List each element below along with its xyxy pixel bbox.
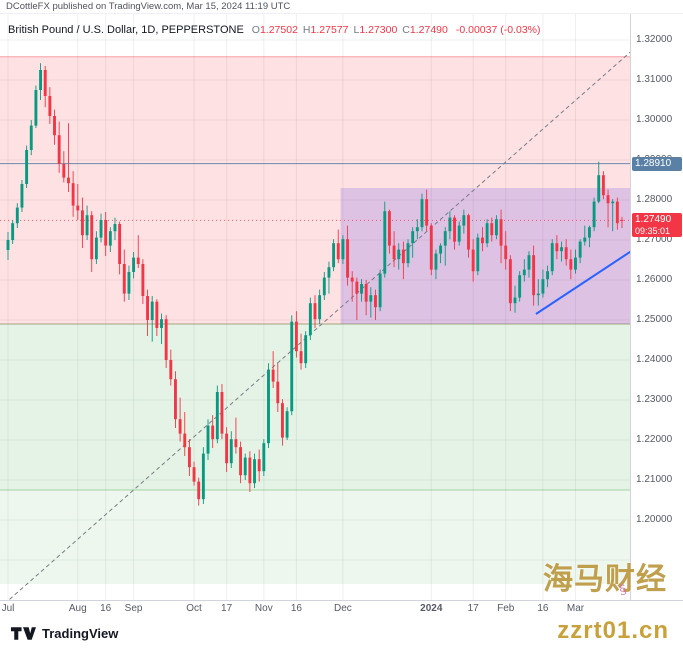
price-tick: 1.28000 (636, 194, 673, 205)
time-label: Jul (1, 603, 15, 614)
chart-area[interactable]: British Pound / U.S. Dollar, 1D, PEPPERS… (0, 14, 683, 615)
time-label: Feb (497, 603, 515, 614)
candles (6, 63, 624, 506)
time-label: Mar (566, 603, 585, 614)
low-label: L (353, 24, 360, 36)
time-label: Nov (254, 603, 273, 614)
price-axis[interactable]: 1.320001.310001.300001.290001.280001.270… (630, 14, 683, 600)
price-tick: 1.24000 (636, 354, 673, 365)
ohlc-values: O1.27502 H1.27577 L1.27300 C1.27490 (252, 24, 448, 36)
demand-zone (0, 324, 630, 490)
time-label: 16 (537, 603, 549, 614)
symbol-title[interactable]: British Pound / U.S. Dollar, 1D, PEPPERS… (8, 24, 244, 36)
chart-canvas[interactable] (0, 14, 630, 600)
price-tick: 1.20000 (636, 514, 673, 525)
publish-bar: DCottleFX published on TradingView.com, … (0, 0, 683, 14)
time-label: 16 (100, 603, 112, 614)
high-value: 1.27577 (310, 24, 349, 36)
price-tick: 1.21000 (636, 474, 673, 485)
last-price-axis-label: 1.27490 09:35:01 (632, 213, 682, 238)
price-tick: 1.25000 (636, 314, 673, 325)
watermark-brand: 海马财经 (543, 562, 667, 597)
tradingview-logo-text: TradingView (42, 625, 119, 641)
price-tick: 1.32000 (636, 34, 673, 45)
time-label: Dec (334, 603, 352, 614)
time-label: Sep (124, 603, 143, 614)
open-value: 1.27502 (259, 24, 298, 36)
symbol-header: British Pound / U.S. Dollar, 1D, PEPPERS… (8, 24, 541, 36)
open-label: O (251, 24, 260, 36)
price-tick: 1.23000 (636, 394, 673, 405)
high-label: H (302, 24, 311, 36)
footer: TradingView zzrt01.cn (0, 615, 683, 651)
price-tick: 1.22000 (636, 434, 673, 445)
uptrend-dashed (8, 51, 630, 600)
time-label: 2024 (420, 603, 443, 614)
price-change: -0.00037 (-0.03%) (455, 24, 541, 36)
close-value: 1.27490 (409, 24, 448, 36)
watermark-site: zzrt01.cn (557, 617, 669, 644)
time-axis[interactable]: Jul Aug 16 Sep Oct 17 Nov 16 Dec 2024 17 Feb 16 Mar (0, 600, 683, 615)
tradingview-logo-icon (10, 626, 36, 640)
price-tick: 1.31000 (636, 74, 673, 85)
time-label: 17 (221, 603, 233, 614)
supply-zone (0, 56, 630, 325)
minor-uptrend-blue (535, 250, 630, 315)
price-tick: 1.30000 (636, 114, 673, 125)
alert-level-axis-label: 1.28910 (632, 156, 682, 171)
close-label: C (402, 24, 410, 36)
time-label: 17 (467, 603, 479, 614)
time-label: Oct (186, 603, 202, 614)
time-label: 16 (290, 603, 302, 614)
price-tick: 1.27000 (636, 234, 673, 245)
low-value: 1.27300 (359, 24, 398, 36)
demand-zone-lower (0, 490, 630, 584)
consolidation-box (340, 188, 630, 324)
publish-text: DCottleFX published on TradingView.com, … (6, 1, 291, 12)
time-label: Aug (68, 603, 87, 614)
tradingview-logo[interactable]: TradingView (10, 626, 118, 641)
price-tick: 1.26000 (636, 274, 673, 285)
